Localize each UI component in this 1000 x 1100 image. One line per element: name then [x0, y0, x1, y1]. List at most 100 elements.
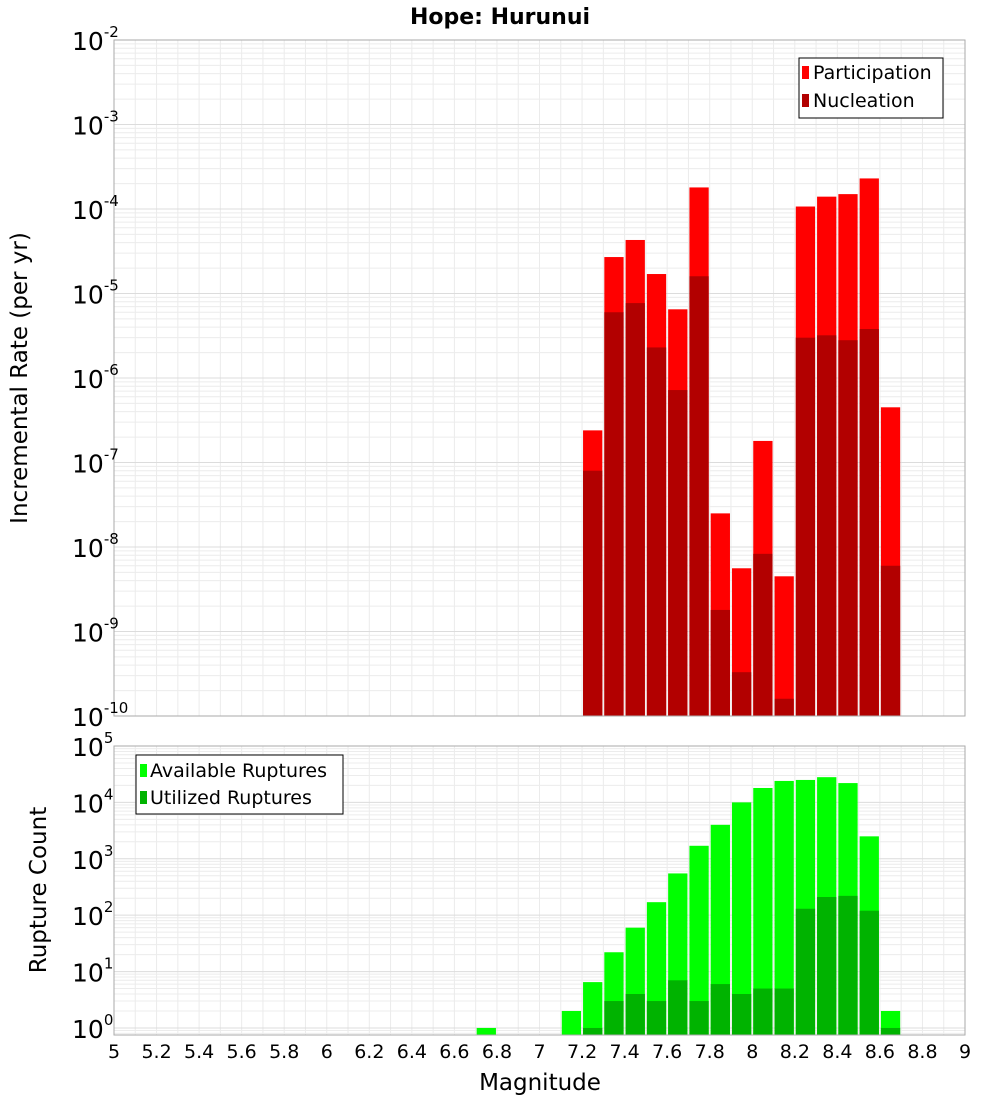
top-legend: Participation Nucleation: [798, 57, 944, 119]
y-tick-label: 100: [72, 1011, 113, 1044]
bar-nucleation: [859, 329, 879, 716]
x-tick-label: 5: [108, 1041, 120, 1063]
x-tick-label: 6: [321, 1041, 333, 1063]
y-tick-label: 10-10: [72, 699, 128, 732]
x-tick-label: 5.6: [227, 1041, 257, 1063]
x-tick-label: 6.4: [397, 1041, 427, 1063]
bottom-y-axis-label: Rupture Count: [26, 807, 52, 973]
legend-label-nucleation: Nucleation: [813, 90, 915, 112]
bar-available-ruptures: [561, 1010, 582, 1035]
top-y-axis-label: Incremental Rate (per yr): [7, 232, 33, 524]
x-tick-label: 8.6: [865, 1041, 895, 1063]
bottom-gridlines: [113, 745, 966, 1035]
bar-available-ruptures: [731, 802, 752, 1035]
bar-available-ruptures: [753, 787, 773, 1035]
x-tick-label: 7: [533, 1041, 545, 1063]
top-gridlines: [113, 39, 966, 717]
y-tick-label: 104: [72, 785, 113, 818]
bar-utilized-ruptures: [668, 980, 688, 1035]
top-plot: 10-2 10-3 10-4 10-5 10-6 10-7 10-8 10-9 10-10 In…: [7, 23, 966, 732]
x-tick-label: 5.4: [184, 1041, 214, 1063]
legend-swatch-nucleation: [802, 94, 809, 107]
bar-participation: [774, 576, 794, 716]
x-tick-label: 5.8: [269, 1041, 299, 1063]
bar-utilized-ruptures: [795, 908, 816, 1035]
bottom-y-tick-labels: 105 104 103 102 101 100: [72, 729, 113, 1044]
bar-nucleation: [668, 390, 688, 716]
legend-label-utilized-ruptures: Utilized Ruptures: [150, 787, 312, 809]
x-tick-label: 7.6: [652, 1041, 682, 1063]
bar-nucleation: [646, 347, 667, 716]
bar-utilized-ruptures: [859, 910, 879, 1035]
x-axis-label: Magnitude: [479, 1070, 601, 1096]
top-bars: [583, 178, 901, 717]
bar-utilized-ruptures: [753, 988, 773, 1035]
bar-nucleation: [731, 672, 752, 716]
y-tick-label: 10-5: [72, 277, 119, 310]
x-tick-label: 8: [746, 1041, 758, 1063]
x-tick-label: 7.8: [695, 1041, 725, 1063]
bar-nucleation: [604, 312, 624, 716]
bar-utilized-ruptures: [817, 897, 837, 1035]
bar-utilized-ruptures: [604, 1001, 624, 1035]
bar-utilized-ruptures: [689, 1001, 709, 1035]
y-tick-label: 10-2: [72, 23, 119, 56]
bar-utilized-ruptures: [583, 1027, 603, 1035]
y-tick-label: 105: [72, 729, 113, 762]
bar-utilized-ruptures: [774, 988, 794, 1035]
bar-nucleation: [689, 276, 709, 716]
y-tick-label: 102: [72, 898, 113, 931]
chart-title: Hope: Hurunui: [410, 5, 590, 30]
bottom-plot: 105 104 103 102 101 100 5 5.2 5.4 5.6 5.8 6 6.2 6.4 6…: [26, 729, 971, 1096]
bar-utilized-ruptures: [710, 984, 730, 1035]
x-tick-label: 5.2: [141, 1041, 171, 1063]
bar-utilized-ruptures: [625, 994, 645, 1035]
y-tick-label: 10-6: [72, 361, 119, 394]
bar-nucleation: [710, 609, 730, 716]
y-tick-label: 10-4: [72, 192, 119, 225]
bar-available-ruptures: [583, 982, 603, 1035]
bottom-legend-box: [135, 754, 344, 815]
x-tick-label: 6.6: [439, 1041, 469, 1063]
legend-swatch-available-ruptures: [140, 764, 147, 777]
bar-available-ruptures: [689, 845, 709, 1035]
y-tick-label: 10-9: [72, 615, 119, 648]
top-y-tick-labels: 10-2 10-3 10-4 10-5 10-6 10-7 10-8 10-9 10-10: [72, 23, 128, 732]
y-tick-label: 101: [72, 955, 113, 988]
legend-swatch-utilized-ruptures: [140, 791, 147, 804]
top-plot-border: [113, 39, 966, 717]
x-tick-label: 6.2: [354, 1041, 384, 1063]
y-tick-label: 10-7: [72, 446, 119, 479]
x-tick-labels: 5 5.2 5.4 5.6 5.8 6 6.2 6.4 6.6 6.8 7 7.2 7.4 7.6 7.8 8…: [108, 1041, 971, 1063]
bar-nucleation: [795, 337, 816, 716]
x-tick-label: 8.8: [907, 1041, 937, 1063]
bottom-plot-border: [113, 745, 966, 1036]
y-tick-label: 10-3: [72, 108, 119, 141]
bar-available-ruptures: [774, 780, 794, 1035]
bar-nucleation: [774, 698, 794, 716]
bar-utilized-ruptures: [731, 994, 752, 1035]
bar-nucleation: [625, 303, 645, 716]
y-tick-label: 10-8: [72, 530, 119, 563]
bar-nucleation: [838, 340, 858, 716]
y-tick-label: 103: [72, 842, 113, 875]
bar-nucleation: [880, 565, 901, 716]
bottom-bars: [476, 777, 901, 1035]
x-tick-label: 9: [959, 1041, 971, 1063]
bar-nucleation: [753, 553, 773, 716]
bottom-legend: Available Ruptures Utilized Ruptures: [135, 754, 344, 815]
bar-utilized-ruptures: [838, 895, 858, 1035]
x-tick-label: 7.2: [567, 1041, 597, 1063]
bar-available-ruptures: [710, 824, 730, 1035]
bar-available-ruptures: [476, 1027, 496, 1035]
top-legend-box: [798, 57, 944, 119]
x-tick-label: 7.4: [609, 1041, 639, 1063]
legend-label-participation: Participation: [813, 62, 932, 84]
x-tick-label: 8.4: [822, 1041, 852, 1063]
legend-swatch-participation: [802, 66, 809, 79]
x-tick-label: 8.2: [780, 1041, 810, 1063]
x-tick-label: 6.8: [482, 1041, 512, 1063]
legend-label-available-ruptures: Available Ruptures: [150, 760, 327, 782]
bar-utilized-ruptures: [880, 1027, 901, 1035]
